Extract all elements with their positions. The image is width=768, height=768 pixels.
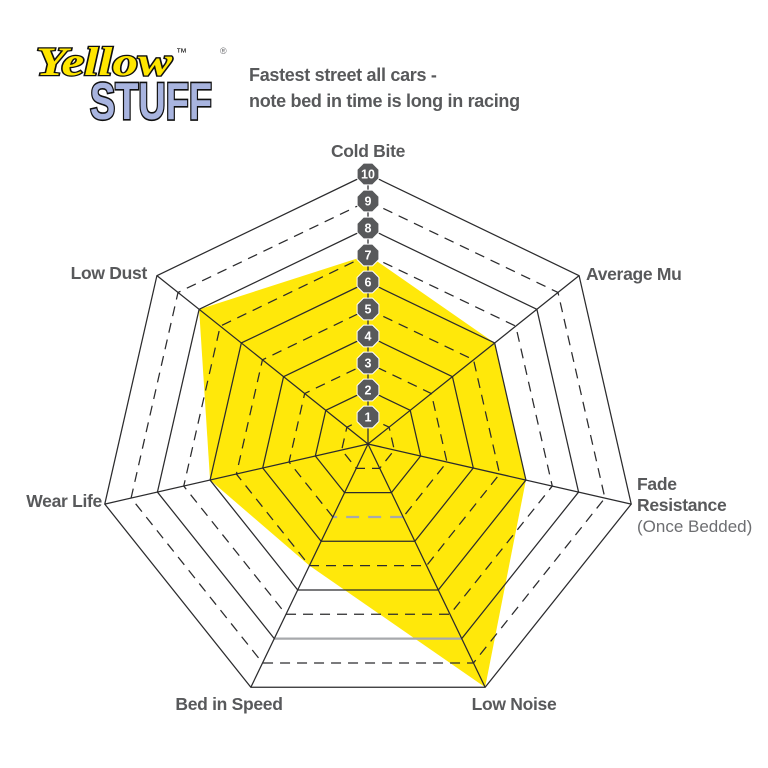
logo-word-stuff: STUFF — [90, 73, 212, 127]
ring-10 — [104, 173, 632, 688]
axis-spoke-fade — [367, 443, 632, 505]
logo-word-yellow: Yellow — [36, 39, 172, 84]
axis-sublabel-fade: (Once Bedded) — [637, 517, 752, 536]
scale-bubble-1 — [356, 405, 380, 429]
axis-spoke-bed-in-speed — [250, 443, 369, 688]
ring-2 — [314, 389, 422, 494]
scale-bubble-8 — [356, 216, 380, 240]
axis-spoke-average-mu — [367, 275, 580, 445]
logo-registered: ® — [220, 46, 227, 56]
scale-bubble-label-10: 10 — [361, 168, 375, 182]
axis-label-fade: Fade — [637, 474, 677, 494]
scale-bubble-label-9: 9 — [365, 195, 372, 209]
scale-bubble-label-7: 7 — [365, 249, 372, 263]
subtitle-line-2: note bed in time is long in racing — [249, 91, 520, 111]
ring-6 — [209, 281, 527, 591]
scale-bubble-label-5: 5 — [365, 303, 372, 317]
scale-bubble-label-2: 2 — [365, 384, 372, 398]
axis-label-low-noise: Low Noise — [472, 694, 557, 714]
axis-spoke-low-noise — [367, 443, 486, 688]
ring-7 — [183, 254, 553, 615]
scale-bubble-9 — [356, 189, 380, 213]
scale-bubble-label-6: 6 — [365, 276, 372, 290]
axis-spoke-low-dust — [156, 275, 369, 445]
axis-label-fade-line2: Resistance — [637, 495, 727, 515]
scale-bubble-4 — [356, 324, 380, 348]
scale-bubble-label-3: 3 — [365, 357, 372, 371]
scale-bubble-10 — [356, 162, 380, 186]
scale-bubble-7 — [356, 243, 380, 267]
axis-label-bed-in-speed: Bed in Speed — [175, 694, 282, 714]
axis-label-cold-bite: Cold Bite — [331, 141, 406, 161]
axis-label-wear-life: Wear Life — [26, 491, 102, 511]
ring-5 — [235, 308, 501, 567]
data-polygon-yellowstuff-pad-rating — [199, 255, 526, 688]
scale-bubble-3 — [356, 351, 380, 375]
scale-bubble-6 — [356, 270, 380, 294]
logo-trademark: ™ — [176, 47, 187, 59]
axis-spoke-wear-life — [104, 443, 369, 505]
chart-subtitle: Fastest street all cars - note bed in ti… — [249, 62, 520, 114]
axis-label-average-mu: Average Mu — [586, 264, 682, 284]
ring-1 — [341, 416, 395, 469]
ring-9 — [130, 200, 606, 664]
scale-bubble-label-1: 1 — [365, 411, 372, 425]
ring-4 — [262, 335, 474, 542]
scale-bubble-label-4: 4 — [365, 330, 372, 344]
scale-bubble-2 — [356, 378, 380, 402]
subtitle-line-1: Fastest street all cars - — [249, 65, 437, 85]
scale-bubble-5 — [356, 297, 380, 321]
yellowstuff-logo: Yellow ™ STUFF ® — [35, 38, 227, 127]
scale-bubble-label-8: 8 — [365, 222, 372, 236]
axis-label-low-dust: Low Dust — [71, 263, 148, 283]
